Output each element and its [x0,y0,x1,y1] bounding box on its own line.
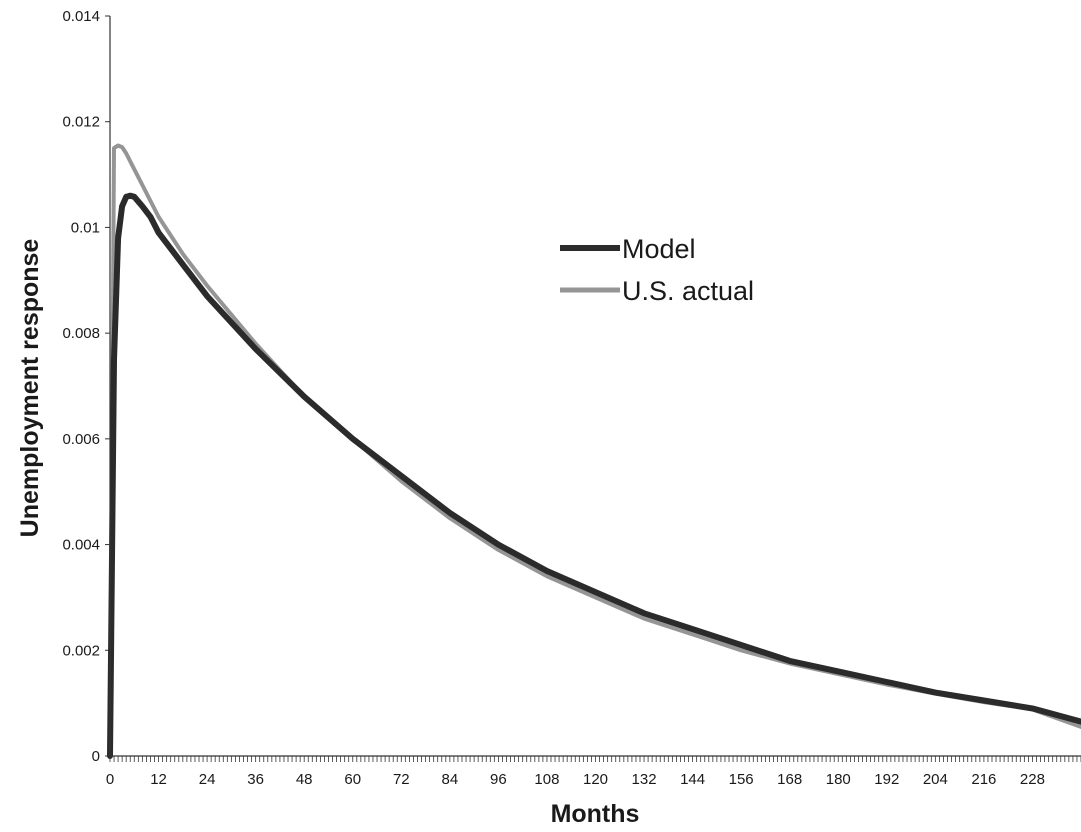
x-tick-label: 72 [393,771,410,788]
y-tick-label: 0.006 [62,431,100,448]
x-tick-label: 144 [680,771,705,788]
y-tick-label: 0.012 [62,114,100,131]
x-tick-label: 96 [490,771,507,788]
axes [109,16,1081,757]
x-tick-label: 180 [826,771,851,788]
x-tick-label: 60 [344,771,361,788]
legend-label-us-actual: U.S. actual [622,276,754,306]
x-axis-title: Months [551,800,640,828]
x-tick-label: 24 [199,771,216,788]
x-tick-label: 168 [777,771,802,788]
y-axis-title: Unemployment response [16,239,44,538]
y-tick-label: 0.01 [71,219,100,236]
series-line-us-actual [108,143,1081,758]
y-tick-label: 0.008 [62,325,100,342]
x-tick-label: 132 [632,771,657,788]
y-tick-label: 0 [92,748,100,765]
x-tick-label: 216 [971,771,996,788]
y-axis-ticks: 0 0.002 0.004 0.006 0.008 0.01 0.012 0.014 [62,8,110,765]
x-tick-label: 204 [923,771,948,788]
series-layer [107,143,1081,759]
y-tick-label: 0.002 [62,642,100,659]
x-tick-label: 48 [296,771,313,788]
y-tick-label: 0.014 [62,8,100,25]
x-axis-ticks: 0 12 24 36 48 60 72 84 96 108 120 132 144 156 168 180 19… [106,756,1081,788]
x-tick-label: 156 [729,771,754,788]
x-tick-label: 36 [247,771,264,788]
series-line-model [107,192,1081,759]
x-tick-label: 84 [442,771,459,788]
legend: Model U.S. actual [560,234,754,306]
x-tick-label: 108 [534,771,559,788]
x-tick-label: 192 [874,771,899,788]
legend-label-model: Model [622,234,696,264]
x-tick-label: 228 [1020,771,1045,788]
x-tick-label: 120 [583,771,608,788]
x-tick-label: 12 [150,771,167,788]
y-tick-label: 0.004 [62,537,100,554]
x-tick-label: 0 [106,771,114,788]
